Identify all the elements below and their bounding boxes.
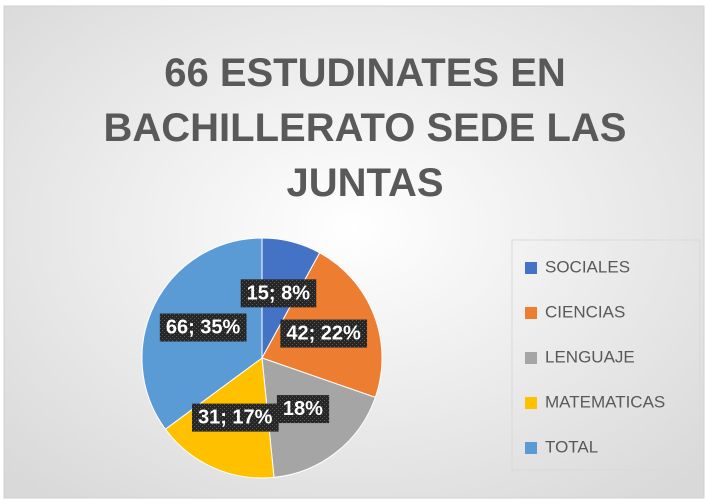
data-label: 18% <box>283 398 323 420</box>
data-label: 15; 8% <box>247 282 311 304</box>
data-label-box <box>276 395 330 424</box>
data-label: 66; 35% <box>166 317 241 339</box>
legend-swatch <box>525 352 537 364</box>
legend-swatch <box>525 262 537 274</box>
data-label-box <box>191 403 279 432</box>
legend-label: MATEMATICAS <box>545 392 665 411</box>
legend-label: SOCIALES <box>545 257 630 276</box>
data-label-box <box>240 279 317 308</box>
legend-swatch <box>525 442 537 454</box>
data-label: 42; 22% <box>286 323 361 345</box>
data-label-box <box>159 313 247 342</box>
legend-box <box>511 239 701 471</box>
data-label: 31; 17% <box>198 407 273 429</box>
legend-swatch <box>525 307 537 319</box>
legend-label: CIENCIAS <box>545 302 625 321</box>
data-label-box <box>280 319 368 348</box>
chart-title: 66 ESTUDINATES EN BACHILLERATO SEDE LAS JU… <box>104 51 627 205</box>
legend-label: TOTAL <box>545 437 598 456</box>
legend-swatch <box>525 397 537 409</box>
legend-label: LENGUAJE <box>545 347 635 366</box>
